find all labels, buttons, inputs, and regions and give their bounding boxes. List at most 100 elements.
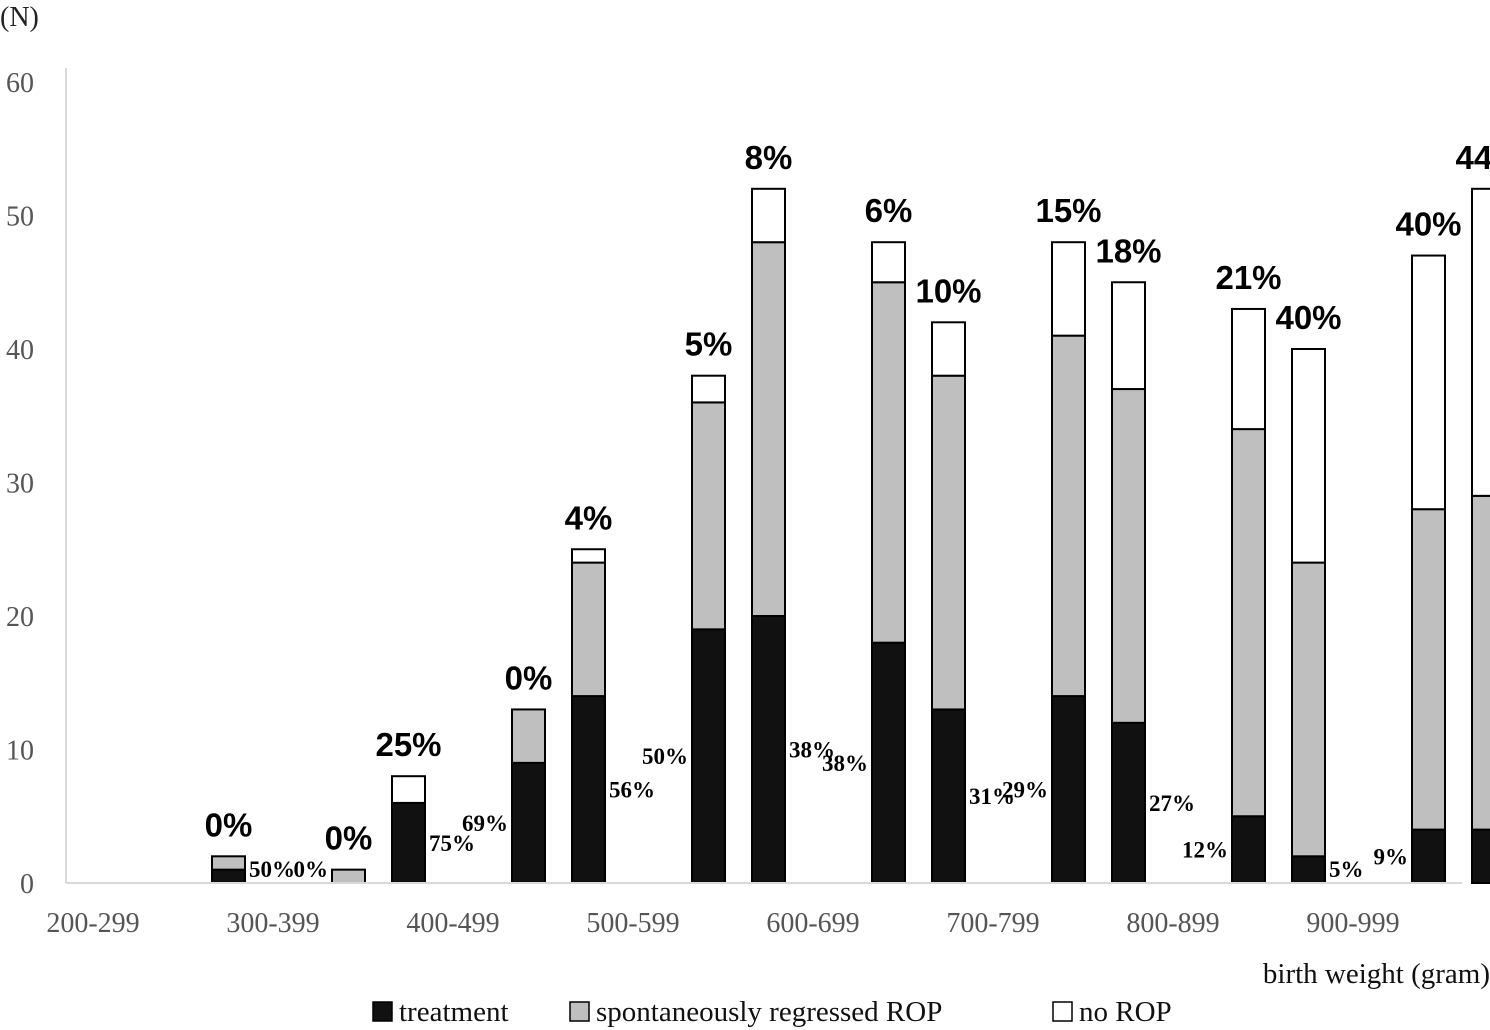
treatment-segment bbox=[931, 708, 966, 885]
regressed-segment bbox=[751, 241, 786, 617]
legend-label: treatment bbox=[399, 996, 509, 1028]
no-rop-segment bbox=[931, 321, 966, 377]
no-rop-percentage-label: 5% bbox=[685, 326, 733, 363]
treatment-segment bbox=[511, 761, 546, 884]
no-rop-percentage-label: 0% bbox=[505, 659, 553, 696]
x-tick-label: 800-899 bbox=[1126, 908, 1219, 939]
treatment-segment bbox=[751, 615, 786, 884]
no-rop-segment bbox=[1291, 348, 1326, 564]
treatment-percentage-label: 38% bbox=[789, 738, 835, 763]
legend-swatch bbox=[372, 1001, 393, 1022]
treatment-segment bbox=[1291, 855, 1326, 884]
no-rop-percentage-label: 25% bbox=[375, 726, 441, 763]
regressed-segment bbox=[571, 561, 606, 698]
regressed-segment bbox=[211, 855, 246, 871]
no-rop-segment bbox=[691, 374, 726, 404]
treatment-segment bbox=[1411, 828, 1446, 884]
regressed-segment bbox=[931, 374, 966, 711]
x-axis-label: birth weight (gram) bbox=[1263, 958, 1490, 990]
treatment-segment bbox=[1231, 815, 1266, 884]
legend-item-treatment: treatment bbox=[372, 996, 509, 1028]
treatment-percentage-label: 38% bbox=[822, 751, 868, 776]
treatment-percentage-label: 29% bbox=[1002, 778, 1048, 803]
y-tick-label: 60 bbox=[6, 68, 34, 99]
treatment-segment bbox=[1051, 695, 1086, 884]
treatment-percentage-label: 5% bbox=[1329, 857, 1364, 882]
side-percentage-labels: 50%0%75%69%56%50%38%38%31%29%27%12%5%9%8… bbox=[249, 738, 1409, 883]
treatment-percentage-label: 0% bbox=[294, 857, 329, 882]
treatment-percentage-label: 9% bbox=[1374, 844, 1409, 869]
regressed-segment bbox=[331, 868, 366, 885]
treatment-percentage-label: 50% bbox=[642, 744, 688, 769]
x-tick-label: 600-699 bbox=[766, 908, 859, 939]
y-tick-label: 0 bbox=[20, 869, 34, 900]
x-tick-label: 200-299 bbox=[46, 908, 139, 939]
regressed-segment bbox=[1111, 388, 1146, 724]
no-rop-percentage-label: 8% bbox=[745, 139, 793, 176]
regressed-segment bbox=[871, 281, 906, 644]
x-axis-ticks: 200-299 300-399 400-499 500-599 600-699 700-7… bbox=[46, 908, 1399, 939]
treatment-percentage-label: 31% bbox=[969, 784, 1015, 809]
no-rop-percentage-label: 0% bbox=[205, 806, 253, 843]
treatment-segment bbox=[391, 801, 426, 885]
no-rop-percentage-label: 21% bbox=[1215, 259, 1281, 296]
no-rop-segment bbox=[751, 187, 786, 244]
legend-label: spontaneously regressed ROP bbox=[596, 996, 942, 1028]
x-tick-label: 900-999 bbox=[1306, 908, 1399, 939]
regressed-segment bbox=[1291, 561, 1326, 858]
top-percentage-labels: 0%0%25%0%4%5%8%6%10%15%18%21%40%40%44% bbox=[205, 139, 1490, 857]
legend: treatment spontaneously regressed ROP no R… bbox=[372, 996, 1172, 1028]
no-rop-segment bbox=[1231, 307, 1266, 431]
no-rop-segment bbox=[1111, 281, 1146, 391]
no-rop-segment bbox=[1411, 254, 1446, 511]
legend-swatch bbox=[1052, 1001, 1073, 1022]
y-tick-label: 50 bbox=[6, 202, 34, 233]
treatment-segment bbox=[571, 695, 606, 884]
treatment-segment bbox=[691, 628, 726, 884]
treatment-percentage-label: 50% bbox=[249, 857, 295, 882]
treatment-percentage-label: 27% bbox=[1149, 791, 1195, 816]
regressed-segment bbox=[1411, 508, 1446, 831]
no-rop-percentage-label: 40% bbox=[1275, 299, 1341, 336]
legend-label: no ROP bbox=[1079, 996, 1172, 1028]
treatment-percentage-label: 69% bbox=[462, 811, 508, 836]
y-tick-label: 40 bbox=[6, 335, 34, 366]
no-rop-segment bbox=[1471, 187, 1490, 497]
x-tick-label: 500-599 bbox=[586, 908, 679, 939]
y-axis-label: (N) bbox=[0, 2, 39, 33]
no-rop-percentage-label: 0% bbox=[325, 820, 373, 857]
y-axis-ticks: 0 10 20 30 40 50 60 bbox=[6, 68, 34, 900]
legend-item-regressed: spontaneously regressed ROP bbox=[569, 996, 942, 1028]
no-rop-segment bbox=[871, 241, 906, 284]
x-tick-label: 400-499 bbox=[406, 908, 499, 939]
legend-swatch bbox=[569, 1001, 590, 1022]
no-rop-percentage-label: 40% bbox=[1395, 206, 1461, 243]
no-rop-percentage-label: 15% bbox=[1035, 192, 1101, 229]
no-rop-percentage-label: 10% bbox=[915, 272, 981, 309]
treatment-percentage-label: 56% bbox=[609, 778, 655, 803]
legend-item-no-rop: no ROP bbox=[1052, 996, 1172, 1028]
no-rop-segment bbox=[1051, 241, 1086, 337]
regressed-segment bbox=[511, 708, 546, 764]
treatment-segment bbox=[871, 641, 906, 885]
y-tick-label: 30 bbox=[6, 469, 34, 500]
no-rop-segment bbox=[571, 548, 606, 564]
no-rop-percentage-label: 44% bbox=[1455, 139, 1490, 176]
treatment-percentage-label: 12% bbox=[1182, 838, 1228, 863]
regressed-segment bbox=[691, 401, 726, 631]
x-tick-label: 300-399 bbox=[226, 908, 319, 939]
y-tick-label: 10 bbox=[6, 736, 34, 767]
no-rop-segment bbox=[391, 775, 426, 804]
treatment-segment bbox=[1471, 828, 1490, 884]
y-tick-label: 20 bbox=[6, 602, 34, 633]
no-rop-percentage-label: 18% bbox=[1095, 232, 1161, 269]
no-rop-percentage-label: 4% bbox=[565, 499, 613, 536]
regressed-segment bbox=[1471, 494, 1490, 831]
treatment-segment bbox=[211, 868, 246, 885]
no-rop-percentage-label: 6% bbox=[865, 192, 913, 229]
x-tick-label: 700-799 bbox=[946, 908, 1039, 939]
treatment-segment bbox=[1111, 721, 1146, 884]
regressed-segment bbox=[1231, 428, 1266, 818]
treatment-percentage-label: 75% bbox=[429, 831, 475, 856]
